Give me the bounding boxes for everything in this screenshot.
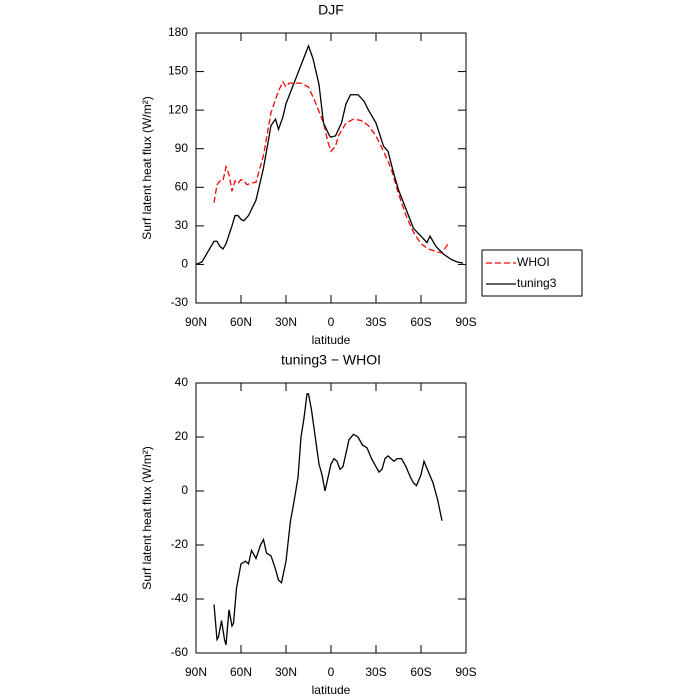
x-tick-label: 60N — [230, 665, 252, 679]
y-tick-label: 180 — [168, 25, 188, 39]
legend-label: tuning3 — [517, 276, 557, 290]
x-tick-label: 90N — [185, 665, 207, 679]
y-tick-label: 20 — [175, 429, 189, 443]
chart-title: DJF — [318, 2, 344, 18]
x-axis-label: latitude — [312, 683, 351, 697]
y-tick-label: -30 — [171, 295, 189, 309]
y-tick-label: 150 — [168, 64, 188, 78]
x-tick-label: 30N — [275, 665, 297, 679]
x-axis-label: latitude — [312, 333, 351, 347]
x-tick-label: 90N — [185, 315, 207, 329]
y-tick-label: 60 — [175, 179, 189, 193]
plot-frame — [195, 382, 467, 654]
x-tick-label: 60S — [410, 315, 431, 329]
x-tick-label: 60N — [230, 315, 252, 329]
y-tick-label: 0 — [181, 483, 188, 497]
legend-label: WHOI — [517, 255, 550, 269]
x-tick-label: 30S — [365, 665, 386, 679]
plot-frame — [195, 32, 467, 304]
x-tick-label: 0 — [328, 315, 335, 329]
x-tick-label: 30N — [275, 315, 297, 329]
chart-title: tuning3 − WHOI — [281, 352, 381, 368]
y-tick-label: -60 — [171, 645, 189, 659]
x-tick-label: 90S — [455, 315, 476, 329]
x-tick-label: 30S — [365, 315, 386, 329]
line-series — [213, 80, 449, 254]
y-tick-label: 0 — [181, 257, 188, 271]
y-tick-label: -40 — [171, 591, 189, 605]
y-tick-label: 40 — [175, 375, 189, 389]
x-tick-label: 60S — [410, 665, 431, 679]
y-tick-label: 30 — [175, 218, 189, 232]
line-series — [195, 43, 464, 266]
x-tick-label: 0 — [328, 665, 335, 679]
line-series — [213, 393, 443, 646]
y-tick-label: -20 — [171, 537, 189, 551]
y-axis-label: Surf latent heat flux (W/m²) — [140, 446, 154, 589]
y-tick-label: 90 — [175, 141, 189, 155]
legend-box — [481, 249, 583, 297]
x-tick-label: 90S — [455, 665, 476, 679]
y-tick-label: 120 — [168, 102, 188, 116]
y-axis-label: Surf latent heat flux (W/m²) — [140, 96, 154, 239]
